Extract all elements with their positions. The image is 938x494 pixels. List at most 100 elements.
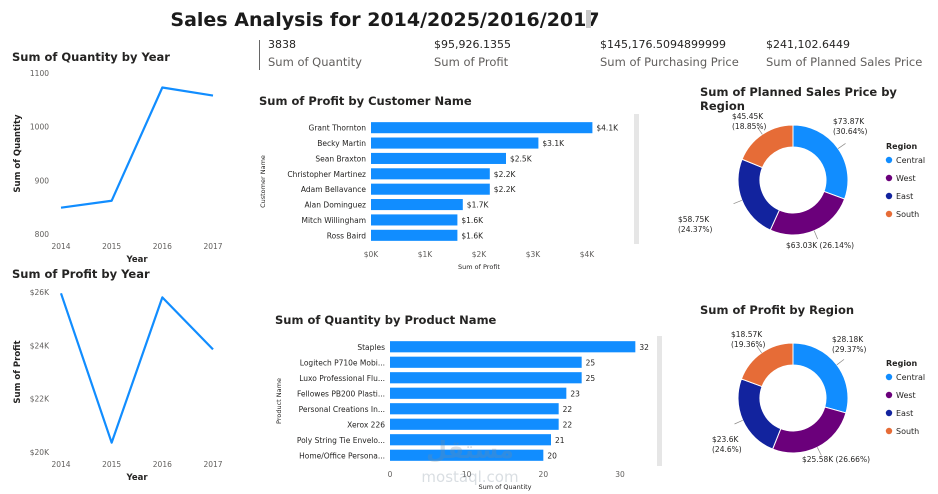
legend-title: Region	[886, 142, 918, 151]
profit-by-year-chart[interactable]: $20K $22K $24K $26K 2014 2015 2016 2017 Year Sum …	[0, 283, 240, 483]
kpi-card-planned-sales-price[interactable]: $241,102.6449 Sum of Planned Sales Price	[766, 38, 922, 69]
data-label: (19.36%)	[731, 340, 766, 349]
x-tick-label: $4K	[580, 250, 596, 259]
legend-marker	[885, 156, 893, 164]
y-axis-title: Sum of Quantity	[13, 114, 23, 193]
bar	[371, 122, 593, 134]
data-label: $2.5K	[510, 154, 533, 163]
data-label: $1.6K	[461, 216, 484, 225]
bar	[371, 199, 463, 211]
legend-item: South	[896, 427, 919, 436]
chart-title-profit-by-customer: Sum of Profit by Customer Name	[259, 94, 472, 108]
y-tick-label: $22K	[30, 395, 50, 404]
y-tick-label: 1000	[30, 123, 49, 132]
bar	[390, 372, 582, 384]
chart-title-quantity-by-year: Sum of Quantity by Year	[12, 50, 170, 64]
bar	[371, 183, 490, 195]
x-tick-label: 2014	[51, 242, 70, 251]
legend-item: Central	[896, 156, 925, 165]
category-label: Christopher Martinez	[287, 170, 366, 179]
data-label: $4.1K	[596, 124, 619, 133]
x-tick-label: 0	[388, 470, 393, 479]
leader-line	[836, 359, 845, 366]
category-label: Ross Baird	[327, 231, 366, 240]
legend-marker	[885, 192, 893, 200]
leader-line	[756, 126, 763, 135]
data-label: 32	[639, 343, 649, 352]
svg-text:mostaql.com: mostaql.com	[421, 468, 518, 486]
bar	[390, 341, 636, 353]
bar	[390, 356, 582, 368]
x-axis-title: Sum of Profit	[458, 263, 500, 271]
y-tick-label: 1100	[30, 69, 49, 78]
legend-item: West	[896, 391, 916, 400]
kpi-card-quantity[interactable]: 3838 Sum of Quantity	[268, 38, 362, 69]
kpi-card-purchasing-price[interactable]: $145,176.5094899999 Sum of Purchasing Pr…	[600, 38, 739, 69]
x-tick-label: 10	[462, 470, 472, 479]
y-tick-label: 800	[35, 230, 50, 239]
x-tick-label: 2015	[102, 460, 121, 469]
data-label: (29.37%)	[832, 345, 867, 354]
legend-item: East	[896, 192, 913, 201]
legend-item: West	[896, 174, 916, 183]
product-chart-scrollbar[interactable]	[657, 336, 662, 466]
category-label: Luxo Professional Flu...	[299, 374, 385, 383]
leader-line	[733, 200, 743, 205]
data-label: $25.58K (26.66%)	[802, 455, 870, 464]
data-label: $1.7K	[467, 201, 490, 210]
data-label: (24.37%)	[678, 225, 713, 234]
y-tick-label: $26K	[30, 288, 50, 297]
category-label: Home/Office Persona...	[299, 451, 385, 460]
kpi-label: Sum of Profit	[434, 55, 509, 69]
profit-by-region-chart[interactable]: $28.18K(29.37%) $25.58K (26.66%) $23.6K(24…	[670, 318, 938, 478]
data-label: 22	[563, 420, 573, 429]
x-tick-label: 2016	[153, 242, 172, 251]
chart-title-quantity-by-product: Sum of Quantity by Product Name	[275, 313, 497, 327]
slice-central	[792, 124, 849, 200]
customer-chart-scrollbar[interactable]	[634, 114, 639, 244]
x-tick-label: $2K	[472, 250, 488, 259]
x-tick-label: 2017	[203, 460, 222, 469]
data-label: (24.6%)	[712, 445, 742, 454]
bar	[371, 229, 458, 241]
legend-marker	[885, 174, 893, 182]
slice-south	[741, 124, 794, 169]
x-tick-label: $3K	[526, 250, 542, 259]
data-label: $18.57K	[731, 330, 763, 339]
data-label: $23.6K	[712, 435, 739, 444]
bar	[371, 214, 458, 226]
category-label: Logitech P710e Mobi...	[300, 358, 385, 367]
legend-marker	[885, 391, 893, 399]
data-label: $73.87K	[833, 117, 865, 126]
category-label: Alan Dominguez	[304, 201, 366, 210]
bar	[390, 434, 551, 446]
data-label: $63.03K (26.14%)	[786, 241, 854, 250]
slice-west	[771, 406, 847, 454]
data-label: (18.85%)	[732, 122, 767, 131]
category-label: Mitch Willingham	[301, 216, 366, 225]
category-label: Sean Braxton	[315, 154, 366, 163]
x-axis-title: Sum of Quantity	[478, 483, 531, 491]
kpi-label: Sum of Purchasing Price	[600, 55, 739, 69]
legend-marker	[885, 409, 893, 417]
x-tick-label: $0K	[364, 250, 380, 259]
category-label: Grant Thornton	[309, 124, 367, 133]
quantity-by-year-chart[interactable]: 800 900 1000 1100 2014 2015 2016 2017 Year Sum of…	[0, 66, 240, 266]
legend-item: Central	[896, 373, 925, 382]
data-label: $3.1K	[542, 139, 565, 148]
y-axis-title: Product Name	[275, 378, 283, 424]
kpi-divider	[259, 40, 260, 70]
leader-line	[813, 230, 818, 240]
kpi-card-profit[interactable]: $95,926.1355 Sum of Profit	[434, 38, 511, 69]
x-tick-label: 30	[615, 470, 625, 479]
profit-by-customer-chart[interactable]: Grant Thornton $4.1K Becky Martin $3.1K Sean…	[256, 112, 636, 277]
slice-south	[740, 342, 794, 388]
slice-east	[737, 158, 781, 231]
data-label: 23	[570, 389, 580, 398]
legend-item: East	[896, 409, 913, 418]
quantity-by-product-chart[interactable]: Staples 32 Logitech P710e Mobi... 25 Luxo Pr…	[272, 333, 662, 493]
slice-east	[737, 378, 782, 450]
x-tick-label: 2016	[153, 460, 172, 469]
data-label: $1.6K	[461, 231, 484, 240]
planned-sales-by-region-chart[interactable]: $73.87K(30.64%) $63.03K (26.14%) $58.75K(2…	[670, 100, 938, 260]
